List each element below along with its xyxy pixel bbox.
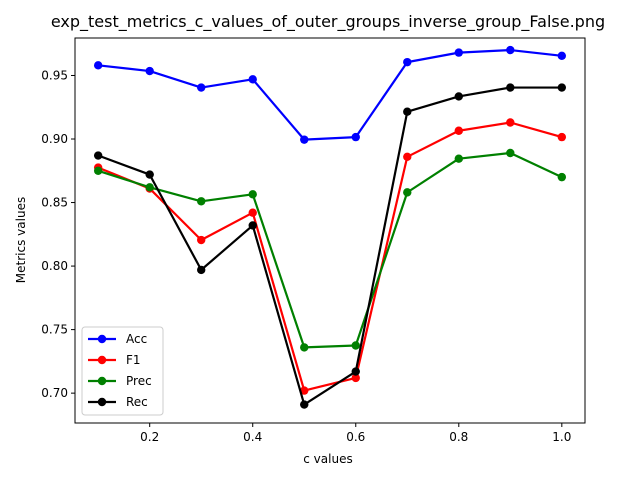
x-tick-label: 1.0	[552, 430, 571, 444]
data-point-acc-4	[300, 135, 309, 144]
data-point-f1-2	[197, 235, 206, 245]
x-tick-label: 0.6	[346, 430, 365, 444]
y-tick-label: 0.90	[41, 132, 68, 146]
x-tick-label: 0.8	[449, 430, 468, 444]
series-line-prec	[97, 151, 563, 349]
data-point-rec-9	[557, 83, 567, 92]
legend-marker-prec	[97, 376, 107, 386]
data-point-rec-0	[93, 151, 103, 160]
legend-box	[81, 326, 164, 416]
data-point-prec-6	[403, 188, 412, 197]
data-point-acc-0	[93, 61, 103, 70]
data-point-acc-5	[351, 132, 360, 142]
data-point-acc-3	[248, 75, 257, 84]
y-tick-label: 0.70	[41, 386, 68, 400]
legend-marker-acc	[97, 334, 107, 344]
data-point-f1-7	[454, 126, 463, 135]
legend-marker-f1	[97, 355, 107, 365]
y-axis-label: Metrics values	[14, 197, 28, 283]
data-point-rec-5	[351, 367, 360, 376]
data-point-rec-7	[454, 92, 463, 101]
series-line-f1	[97, 121, 563, 392]
series-line-acc	[98, 48, 562, 141]
legend-label-acc: Acc	[126, 332, 147, 346]
data-point-prec-9	[557, 172, 567, 182]
axes-frame	[74, 37, 586, 424]
chart-title: exp_test_metrics_c_values_of_outer_group…	[51, 12, 605, 32]
data-point-acc-2	[197, 83, 206, 92]
x-tick-label: 0.2	[140, 430, 159, 444]
data-point-acc-7	[454, 48, 463, 57]
data-point-f1-4	[300, 386, 309, 395]
data-point-rec-8	[506, 83, 515, 92]
data-point-f1-5	[351, 373, 360, 383]
y-tick-label: 0.85	[41, 196, 68, 210]
legend-label-rec: Rec	[126, 395, 148, 409]
data-point-rec-3	[248, 221, 257, 230]
data-point-prec-5	[351, 341, 360, 350]
data-point-acc-1	[145, 66, 154, 76]
series-line-rec	[97, 86, 562, 406]
data-point-rec-4	[300, 400, 309, 409]
legend-label-prec: Prec	[126, 374, 152, 388]
data-point-f1-8	[506, 118, 515, 127]
data-point-f1-9	[557, 132, 567, 142]
data-point-prec-2	[197, 197, 206, 206]
y-tick-label: 0.95	[41, 68, 68, 82]
data-point-f1-6	[403, 152, 412, 162]
data-point-f1-3	[248, 208, 257, 217]
data-point-prec-4	[300, 343, 309, 352]
y-tick-label: 0.75	[41, 323, 68, 337]
x-tick-label: 0.4	[243, 430, 262, 444]
data-point-rec-2	[197, 265, 206, 275]
data-point-prec-0	[93, 166, 103, 175]
legend-label-f1: F1	[126, 353, 141, 367]
data-point-rec-1	[145, 170, 154, 179]
data-point-prec-1	[145, 183, 154, 192]
plot-area: 0.2 0.4 0.6 0.8 1.0 0.70 0.75 0.80 0.85 0.90 0.95 A…	[41, 37, 586, 444]
x-axis-label: c values	[303, 452, 352, 466]
data-point-prec-7	[454, 154, 463, 163]
data-point-rec-6	[403, 107, 412, 116]
y-tick-label: 0.80	[41, 259, 68, 273]
data-point-acc-6	[403, 57, 412, 67]
data-point-prec-3	[248, 190, 257, 199]
data-point-acc-8	[506, 45, 515, 55]
legend-marker-rec	[97, 397, 107, 407]
data-point-acc-9	[557, 51, 567, 60]
data-point-prec-8	[506, 148, 515, 158]
